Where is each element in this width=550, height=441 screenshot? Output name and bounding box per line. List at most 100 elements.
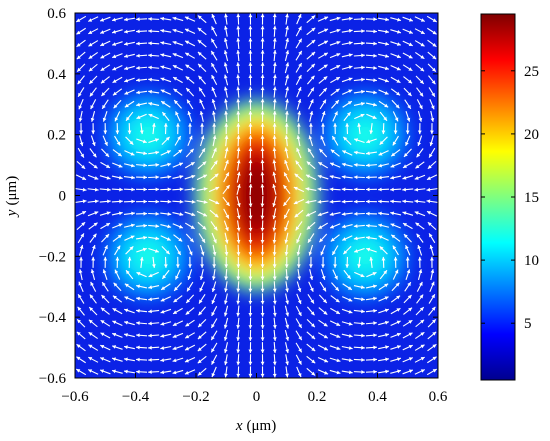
field-arrow-head [248, 147, 253, 151]
field-arrow-head [77, 306, 82, 311]
field-arrow-head [429, 233, 433, 238]
field-arrow-head [100, 307, 105, 312]
field-arrow-head [225, 214, 229, 219]
field-arrow-head [361, 370, 365, 374]
field-arrow-head [310, 287, 314, 292]
field-arrow-head [88, 319, 93, 324]
field-arrow-head [124, 41, 128, 46]
field-arrow-head [112, 369, 116, 374]
field-arrow-head [408, 42, 413, 46]
field-arrow-head [188, 123, 192, 127]
field-arrow-head [185, 76, 190, 81]
field-arrow-head [333, 123, 338, 127]
field-arrow-head [419, 294, 424, 299]
field-arrow-head [378, 199, 382, 204]
field-arrow-head [321, 123, 325, 127]
field-arrow-head [429, 244, 434, 249]
field-arrow-head [354, 249, 359, 253]
field-arrow-head [310, 75, 315, 80]
field-arrow-head [385, 41, 389, 46]
field-arrow-head [76, 55, 81, 60]
field-arrow-head [284, 264, 289, 268]
field-arrow-head [112, 66, 117, 71]
x-tick-label: 0.4 [368, 389, 387, 405]
field-arrow-head [285, 349, 290, 353]
field-arrow-head [306, 161, 311, 166]
field-arrow-head [420, 344, 425, 349]
field-arrow-head [189, 238, 194, 243]
field-arrow-head [100, 332, 105, 337]
field-arrow-head [416, 233, 421, 238]
field-arrow-head [397, 369, 401, 374]
field-arrow-head [76, 18, 81, 22]
field-arrow-head [160, 77, 165, 82]
field-arrow-head [298, 62, 302, 67]
field-arrow-head [309, 264, 313, 268]
field-arrow-head [430, 281, 435, 286]
field-arrow-head [112, 345, 117, 349]
field-arrow-head [348, 370, 353, 375]
field-arrow-head [236, 37, 241, 42]
field-arrow-head [155, 163, 160, 167]
field-arrow-head [414, 187, 419, 192]
field-arrow-head [329, 187, 334, 192]
field-arrow-head [396, 79, 401, 83]
field-arrow-head [124, 78, 129, 83]
field-arrow-head [248, 276, 253, 281]
field-arrow-head [426, 199, 431, 204]
field-arrow-head [136, 333, 140, 338]
field-arrow-head [348, 297, 353, 302]
field-arrow-head [173, 77, 178, 81]
field-arrow-head [136, 90, 140, 95]
field-arrow-head [167, 199, 172, 204]
field-arrow-head [106, 223, 111, 227]
field-arrow-head [236, 171, 241, 176]
field-arrow-head [223, 74, 228, 79]
field-arrow-head [100, 54, 105, 59]
field-arrow-head [381, 130, 386, 135]
field-arrow-head [305, 187, 310, 191]
field-arrow-head [100, 42, 105, 46]
field-arrow-head [136, 29, 140, 34]
field-arrow-head [136, 369, 140, 374]
x-tick-label: 0.6 [429, 389, 448, 405]
field-arrow-head [432, 18, 437, 22]
field-arrow-head [78, 92, 82, 97]
field-arrow-head [429, 142, 434, 147]
field-arrow-head [190, 225, 195, 229]
x-tick-label: −0.6 [61, 389, 89, 405]
field-arrow-head [224, 276, 228, 281]
field-arrow-head [335, 100, 339, 105]
x-tick-label: −0.4 [122, 389, 150, 405]
field-arrow-head [177, 250, 181, 255]
field-arrow-head [224, 135, 229, 139]
field-arrow-head [188, 251, 193, 256]
field-arrow-head [130, 151, 135, 156]
field-arrow-head [88, 18, 93, 22]
field-arrow-head [160, 16, 165, 21]
field-arrow-head [188, 135, 193, 140]
field-arrow-head [272, 264, 277, 268]
field-arrow-head [414, 199, 419, 204]
field-arrow-head [82, 176, 87, 180]
field-arrow-head [166, 237, 171, 241]
field-arrow-head [212, 123, 217, 127]
field-arrow-head [311, 359, 316, 364]
field-arrow-head [272, 184, 277, 188]
field-arrow-head [323, 52, 328, 57]
field-arrow-head [118, 164, 123, 168]
field-arrow-head [283, 202, 288, 206]
x-tick-label: 0 [253, 389, 261, 405]
field-arrow-head [186, 88, 191, 92]
field-arrow-head [426, 187, 431, 192]
field-arrow-head [151, 123, 156, 127]
field-arrow-head [248, 110, 253, 115]
field-arrow-head [88, 332, 93, 336]
field-arrow-head [373, 369, 377, 374]
field-arrow-head [106, 164, 111, 168]
field-arrow-head [260, 147, 265, 151]
field-arrow-head [161, 286, 166, 290]
field-arrow-head [402, 211, 407, 216]
field-arrow-head [334, 275, 338, 280]
field-arrow-head [373, 29, 377, 34]
